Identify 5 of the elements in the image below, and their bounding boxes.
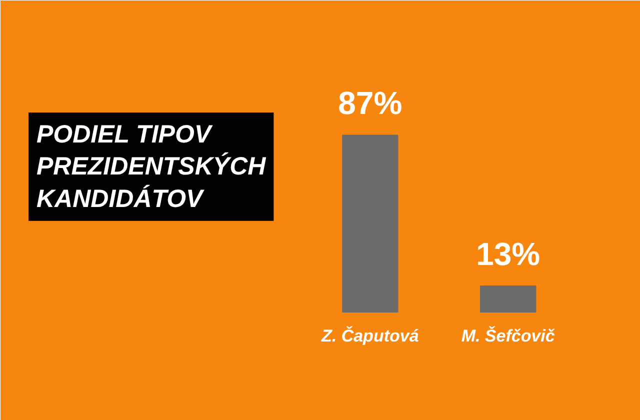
x-tick-label: M. Šefčovič <box>461 326 556 346</box>
data-label: 13% <box>476 236 540 272</box>
text: PODIEL TIPOV PREZIDENTSKÝCH KANDIDÁTOV <box>36 120 267 213</box>
x-tick-label: Z. Čaputová <box>320 326 419 346</box>
data-label: 87% <box>338 85 402 122</box>
